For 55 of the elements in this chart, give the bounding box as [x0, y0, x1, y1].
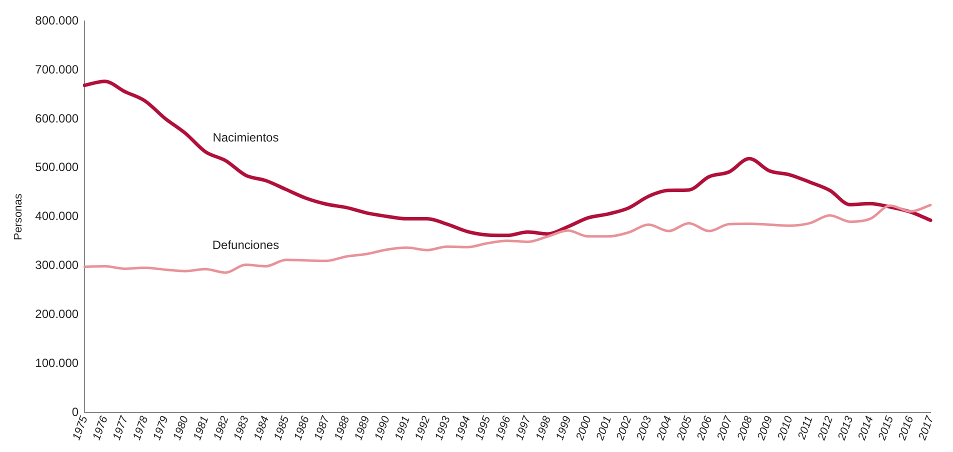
x-tick-label: 1998: [534, 414, 554, 442]
x-tick-label: 1995: [474, 414, 494, 442]
x-tick-label: 2015: [876, 414, 896, 443]
x-tick-label: 2007: [714, 414, 736, 443]
y-tick-label: 600.000: [35, 111, 79, 126]
x-tick-label: 2011: [796, 414, 816, 442]
x-tick-label: 2012: [816, 414, 836, 443]
x-tick-label: 1988: [332, 414, 352, 442]
x-tick-label: 1996: [494, 414, 514, 442]
x-tick-label: 1994: [453, 414, 473, 442]
x-tick-label: 1980: [171, 414, 192, 442]
x-tick-label: 1991: [392, 414, 413, 442]
y-tick-label: 700.000: [35, 62, 79, 76]
x-tick-label: 1977: [110, 414, 131, 442]
x-tick-label: 1989: [352, 414, 372, 442]
x-tick-label: 2001: [594, 414, 614, 443]
x-tick-label: 1997: [514, 414, 534, 442]
x-tick-label: 1981: [192, 414, 212, 442]
x-tick-label: 1987: [312, 414, 332, 442]
y-tick-label: 100.000: [35, 356, 79, 370]
y-tick-label: 500.000: [35, 160, 79, 174]
x-tick-label: 2002: [614, 414, 634, 443]
series-label: Defunciones: [212, 238, 280, 252]
x-tick-label: 2014: [856, 414, 876, 443]
x-tick-label: 1999: [554, 414, 574, 442]
y-axis-title: Personas: [12, 193, 25, 240]
x-tick-label: 2013: [836, 414, 856, 443]
x-tick-label: 1993: [433, 414, 454, 442]
x-tick-label: 1982: [212, 414, 232, 442]
x-tick-label: 2000: [574, 414, 594, 443]
x-tick-label: 1990: [372, 414, 393, 442]
x-tick-label: 2016: [896, 414, 916, 443]
x-tick-label: 1986: [292, 414, 312, 442]
x-tick-label: 2005: [674, 414, 695, 443]
x-tick-label: 2008: [735, 414, 756, 443]
x-tick-label: 2006: [694, 414, 716, 443]
x-tick-label: 1985: [272, 414, 292, 442]
x-tick-label: 2010: [775, 414, 796, 443]
x-tick-label: 2017: [916, 414, 937, 443]
line-series: [83, 204, 932, 274]
x-tick-label: 1984: [252, 414, 272, 442]
x-tick-label: 1992: [413, 414, 433, 442]
x-tick-label: 2004: [654, 414, 674, 443]
x-tick-label: 1976: [90, 414, 111, 442]
series-label: Nacimientos: [212, 130, 279, 144]
y-tick-label: 400.000: [35, 209, 79, 224]
y-tick-label: 300.000: [35, 258, 79, 272]
x-tick-label: 1979: [151, 414, 171, 442]
x-tick-label: 1978: [131, 414, 152, 442]
x-tick-label: 2003: [634, 414, 655, 443]
x-tick-label: 1983: [232, 414, 252, 442]
line-series: [82, 80, 932, 238]
y-tick-label: 200.000: [35, 306, 79, 321]
y-tick-label: 800.000: [35, 14, 79, 28]
x-tick-label: 2009: [755, 414, 776, 443]
